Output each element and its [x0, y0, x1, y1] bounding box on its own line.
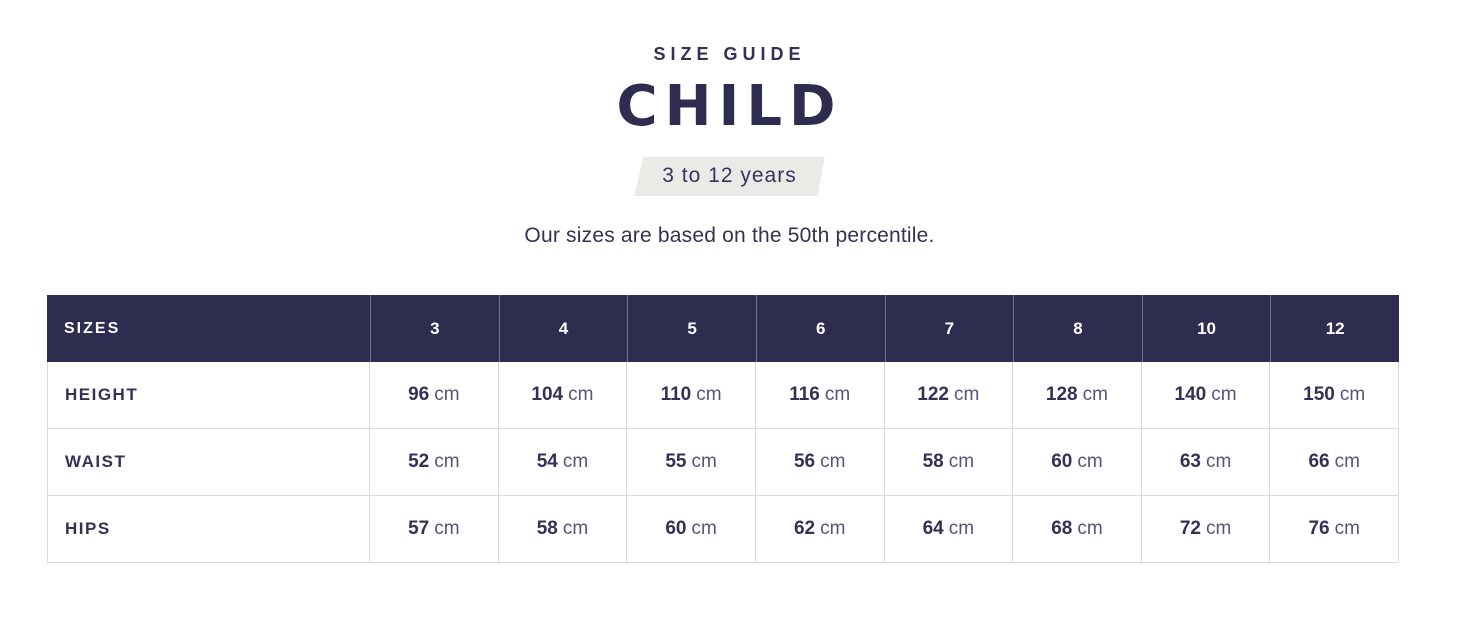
value-cell: 56 cm [755, 429, 885, 496]
value-unit: cm [948, 518, 975, 539]
value-number: 58 [536, 518, 558, 539]
value-unit: cm [820, 451, 846, 472]
value-unit: cm [1205, 518, 1232, 539]
value-cell: 63 cm [1141, 429, 1271, 496]
size-col-header: 12 [1270, 295, 1399, 362]
value-number: 54 [536, 451, 558, 472]
value-number: 128 [1045, 384, 1078, 405]
value-cell: 68 cm [1013, 496, 1142, 563]
value-unit: cm [691, 451, 717, 472]
row-label-waist: WAIST [47, 429, 370, 496]
value-cell: 52 cm [370, 429, 499, 496]
value-unit: cm [1334, 518, 1360, 539]
value-number: 56 [793, 451, 816, 472]
value-cell: 60 cm [1013, 429, 1142, 496]
value-unit: cm [1082, 384, 1108, 405]
value-unit: cm [1077, 451, 1103, 472]
value-unit: cm [434, 518, 460, 539]
value-number: 62 [793, 518, 816, 539]
size-col-header: 6 [755, 295, 885, 362]
value-cell: 122 cm [884, 362, 1014, 429]
value-cell: 62 cm [755, 496, 885, 563]
value-unit: cm [562, 518, 589, 539]
value-number: 60 [665, 518, 687, 539]
value-number: 68 [1051, 518, 1073, 539]
value-cell: 57 cm [370, 496, 499, 563]
value-cell: 55 cm [627, 429, 756, 496]
value-number: 110 [660, 384, 692, 405]
value-number: 52 [408, 451, 430, 472]
value-number: 64 [922, 518, 944, 539]
value-number: 63 [1179, 451, 1201, 472]
value-number: 150 [1303, 384, 1335, 405]
size-col-header: 4 [498, 295, 628, 362]
value-unit: cm [568, 384, 594, 405]
value-unit: cm [1211, 384, 1237, 405]
value-unit: cm [696, 384, 722, 405]
header-section: SIZE GUIDE CHILD 3 to 12 years Our sizes… [0, 0, 1459, 248]
value-number: 122 [917, 384, 949, 405]
value-number: 66 [1308, 451, 1330, 472]
value-number: 55 [665, 451, 687, 472]
value-unit: cm [1339, 384, 1366, 405]
value-number: 116 [789, 384, 820, 405]
eyebrow-label: SIZE GUIDE [653, 44, 806, 64]
value-unit: cm [562, 451, 589, 472]
value-number: 96 [408, 384, 430, 405]
value-number: 140 [1174, 384, 1207, 405]
value-cell: 58 cm [884, 429, 1014, 496]
value-number: 104 [531, 384, 564, 405]
value-unit: cm [434, 384, 460, 405]
value-cell: 116 cm [755, 362, 885, 429]
value-cell: 150 cm [1270, 362, 1399, 429]
value-unit: cm [1077, 518, 1103, 539]
value-number: 72 [1179, 518, 1201, 539]
size-col-header: 3 [370, 295, 499, 362]
value-unit: cm [824, 384, 851, 405]
value-cell: 110 cm [627, 362, 756, 429]
value-unit: cm [954, 384, 980, 405]
value-number: 76 [1308, 518, 1330, 539]
size-col-header: 5 [627, 295, 756, 362]
size-col-header: 7 [884, 295, 1014, 362]
size-table: SIZES 3 4 5 6 7 8 10 12 HEIGHT 96 cm 104 c… [47, 295, 1399, 563]
value-unit: cm [434, 451, 460, 472]
value-cell: 66 cm [1270, 429, 1399, 496]
size-col-header: 10 [1141, 295, 1271, 362]
value-number: 58 [922, 451, 944, 472]
value-number: 60 [1051, 451, 1073, 472]
age-ribbon-wrap: 3 to 12 years [0, 157, 1459, 196]
age-range-ribbon: 3 to 12 years [634, 157, 824, 196]
value-cell: 104 cm [498, 362, 628, 429]
table-header-sizes: SIZES [47, 295, 370, 362]
value-cell: 76 cm [1270, 496, 1399, 563]
value-cell: 140 cm [1141, 362, 1271, 429]
value-number: 57 [408, 518, 430, 539]
value-cell: 64 cm [884, 496, 1014, 563]
value-unit: cm [691, 518, 717, 539]
value-cell: 96 cm [370, 362, 499, 429]
value-unit: cm [1205, 451, 1232, 472]
value-cell: 128 cm [1013, 362, 1142, 429]
value-cell: 60 cm [627, 496, 756, 563]
value-cell: 58 cm [498, 496, 628, 563]
value-cell: 54 cm [498, 429, 628, 496]
size-col-header: 8 [1013, 295, 1142, 362]
row-label-hips: HIPS [47, 496, 370, 563]
page-title: CHILD [616, 74, 843, 139]
value-unit: cm [820, 518, 846, 539]
value-cell: 72 cm [1141, 496, 1271, 563]
subtitle-text: Our sizes are based on the 50th percenti… [524, 224, 935, 247]
value-unit: cm [948, 451, 975, 472]
value-unit: cm [1334, 451, 1360, 472]
row-label-height: HEIGHT [47, 362, 370, 429]
